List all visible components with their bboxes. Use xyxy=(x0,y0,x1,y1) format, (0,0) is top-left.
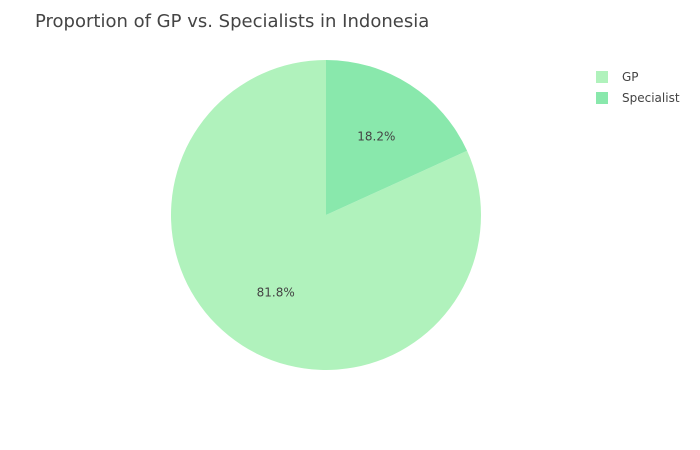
legend-item-gp[interactable]: GP xyxy=(596,66,680,87)
pie-slice-specialist[interactable] xyxy=(326,60,468,215)
pie-slice-gp-label: 81.8% xyxy=(257,286,295,300)
legend-swatch-gp xyxy=(596,70,608,83)
legend-swatch-specialist xyxy=(596,91,608,104)
pie-slice-specialist-label: 18.2% xyxy=(357,129,395,143)
legend-item-specialist[interactable]: Specialist xyxy=(596,87,680,108)
legend-label-specialist: Specialist xyxy=(622,90,680,105)
legend: GP Specialist xyxy=(596,66,680,108)
chart-title: Proportion of GP vs. Specialists in Indo… xyxy=(35,11,430,32)
legend-label-gp: GP xyxy=(622,69,639,84)
